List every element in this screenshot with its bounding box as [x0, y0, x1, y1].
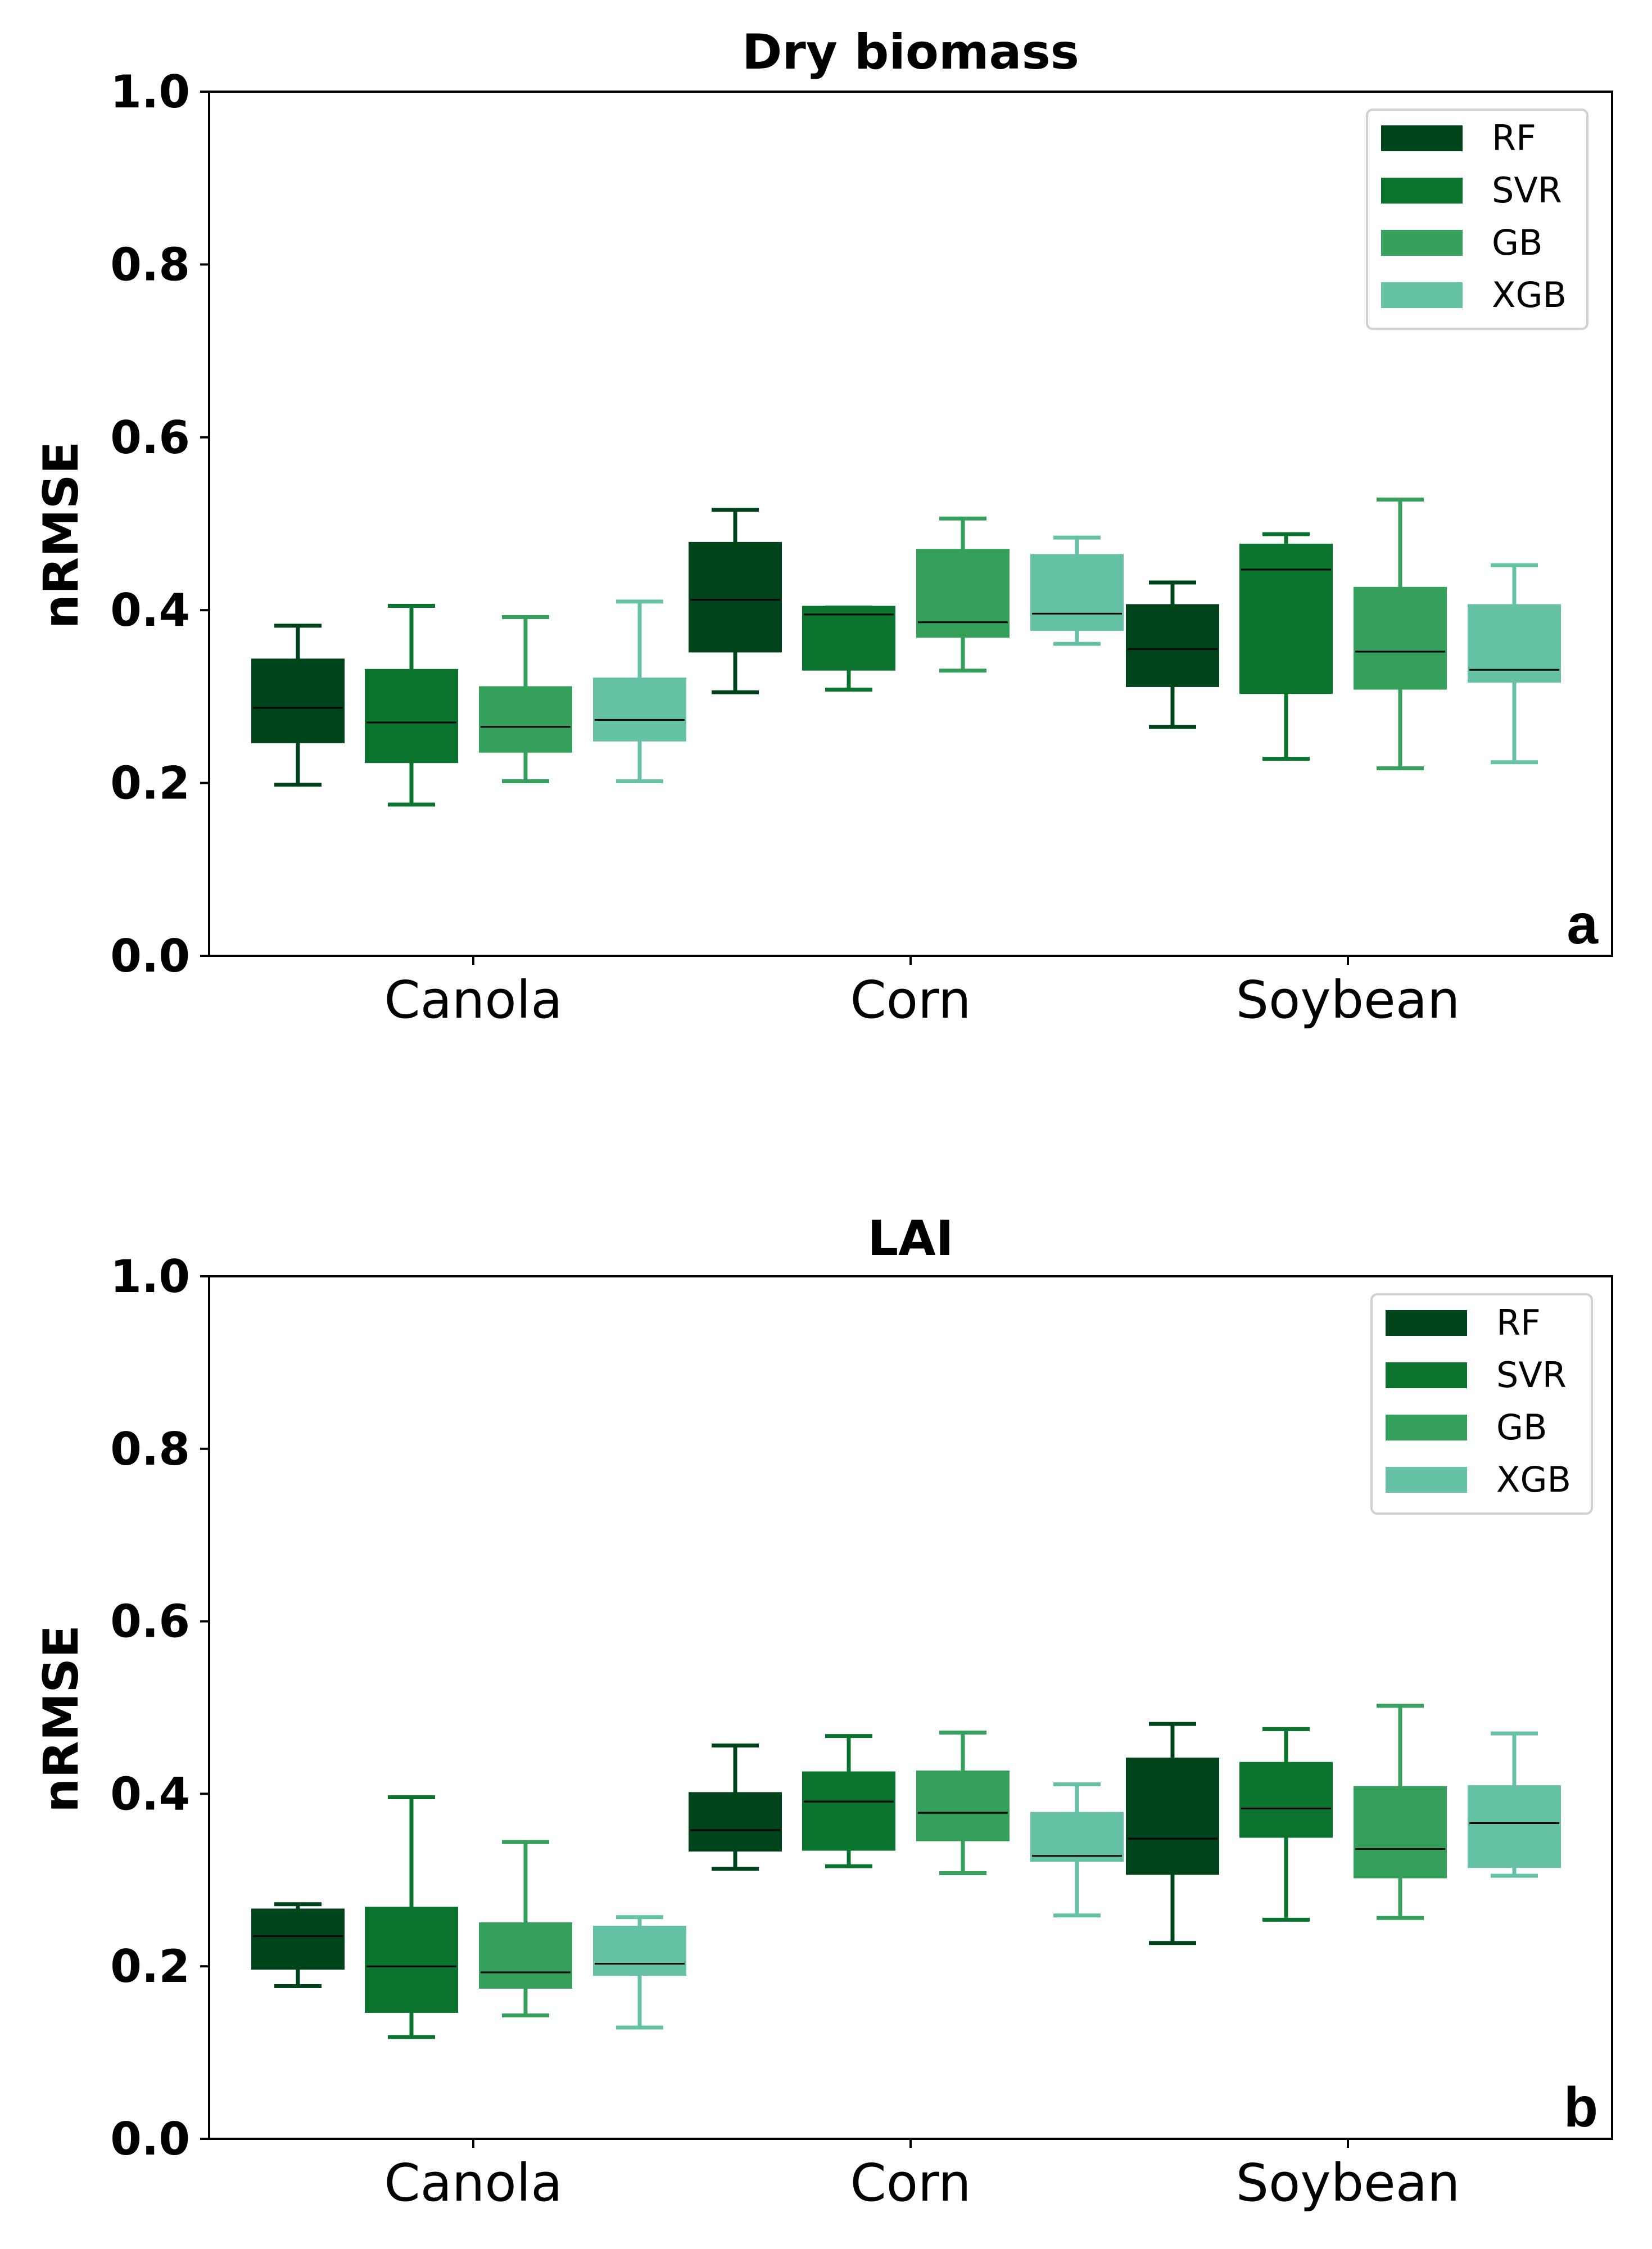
box-GB-Canola: [479, 1840, 572, 2018]
plot-frame: [208, 1275, 1613, 2140]
box-XGB-Canola: [593, 1915, 686, 2030]
box-SVR-Canola: [365, 1795, 458, 2039]
box-iqr: [1354, 1786, 1447, 1878]
box-GB-Corn: [916, 1730, 1010, 1876]
chart-title: LAI: [867, 1211, 953, 1267]
box-iqr: [365, 1907, 458, 2013]
y-tick-label: 0.0: [110, 930, 190, 982]
box-iqr: [689, 1792, 782, 1852]
y-axis-label: nRMSE: [33, 1625, 89, 1813]
legend-label-SVR: SVR: [1496, 1354, 1567, 1396]
box-iqr: [689, 541, 782, 653]
legend-label-RF: RF: [1492, 118, 1536, 159]
legend: RF SVR GB XGB: [1366, 109, 1588, 330]
box-iqr: [802, 606, 895, 671]
legend-frame: [1366, 109, 1588, 330]
x-tick-label: Soybean: [1236, 970, 1460, 1030]
box-iqr: [251, 658, 345, 743]
box-iqr: [251, 1908, 345, 1970]
box-iqr: [1239, 1762, 1333, 1838]
box-XGB-Canola: [593, 599, 686, 784]
plot-frame: [208, 91, 1613, 957]
box-RF-Corn: [689, 508, 782, 694]
box-iqr: [1468, 604, 1561, 683]
box-iqr: [1354, 586, 1447, 690]
legend-swatch-GB: [1386, 1415, 1467, 1440]
box-GB-Soybean: [1354, 1704, 1447, 1920]
box-RF-Soybean: [1126, 1722, 1219, 1945]
legend-label-GB: GB: [1492, 222, 1543, 263]
panel-b: LAI nRMSE 0.0 0.2 0.4 0.6 0.8 1.0 Canola Corn Soyb…: [33, 1211, 1613, 2213]
legend-label-XGB: XGB: [1496, 1459, 1571, 1500]
box-iqr: [1468, 1785, 1561, 1868]
x-tick-label: Corn: [850, 970, 971, 1030]
box-XGB-Soybean: [1468, 563, 1561, 765]
box-iqr: [1239, 543, 1333, 694]
x-tick-label: Soybean: [1236, 2153, 1460, 2213]
x-tick-label: Corn: [850, 2153, 971, 2213]
box-iqr: [593, 1926, 686, 1976]
box-iqr: [479, 686, 572, 753]
y-tick-label: 0.4: [110, 584, 190, 636]
box-SVR-Canola: [365, 604, 458, 807]
legend-swatch-SVR: [1381, 178, 1463, 204]
legend-swatch-RF: [1381, 125, 1463, 151]
box-GB-Canola: [479, 615, 572, 784]
legend-label-XGB: XGB: [1492, 274, 1567, 315]
box-iqr: [916, 549, 1010, 638]
box-GB-Soybean: [1354, 497, 1447, 770]
legend-swatch-RF: [1386, 1310, 1467, 1336]
box-GB-Corn: [916, 516, 1010, 673]
y-tick-label: 0.2: [110, 1940, 190, 1993]
box-iqr: [1126, 604, 1219, 687]
legend-label-SVR: SVR: [1492, 170, 1562, 211]
box-SVR-Soybean: [1239, 1727, 1333, 1922]
y-tick-label: 0.0: [110, 2113, 190, 2165]
y-tick-label: 1.0: [110, 66, 190, 118]
box-RF-Corn: [689, 1743, 782, 1871]
box-RF-Canola: [251, 1902, 345, 1988]
y-tick-label: 0.6: [110, 412, 190, 464]
box-iqr: [593, 678, 686, 742]
chart-title: Dry biomass: [742, 24, 1079, 80]
y-tick-label: 0.8: [110, 1423, 190, 1475]
x-tick-label: Canola: [384, 2153, 562, 2213]
y-tick-label: 0.8: [110, 238, 190, 291]
box-iqr: [1030, 1812, 1124, 1862]
box-SVR-Corn: [802, 606, 895, 692]
box-iqr: [365, 669, 458, 764]
box-XGB-Corn: [1030, 535, 1124, 646]
box-RF-Soybean: [1126, 580, 1219, 729]
y-axis-label: nRMSE: [33, 441, 89, 629]
box-SVR-Corn: [802, 1734, 895, 1868]
box-XGB-Soybean: [1468, 1731, 1561, 1878]
legend-swatch-GB: [1381, 230, 1463, 256]
legend-label-GB: GB: [1496, 1407, 1547, 1448]
box-iqr: [916, 1771, 1010, 1841]
box-iqr: [802, 1771, 895, 1851]
panel-a: Dry biomass nRMSE 0.0 0.2 0.4 0.6 0.8 1.0 Canola…: [33, 24, 1613, 1030]
box-iqr: [1030, 554, 1124, 631]
box-XGB-Corn: [1030, 1782, 1124, 1918]
legend-swatch-XGB: [1386, 1467, 1467, 1493]
legend-swatch-XGB: [1381, 282, 1463, 308]
legend: RF SVR GB XGB: [1370, 1293, 1593, 1515]
y-tick-label: 1.0: [110, 1250, 190, 1303]
box-RF-Canola: [251, 624, 345, 787]
box-iqr: [479, 1922, 572, 1989]
legend-frame: [1370, 1293, 1593, 1515]
y-tick-label: 0.6: [110, 1596, 190, 1648]
legend-label-RF: RF: [1496, 1302, 1541, 1343]
y-tick-label: 0.4: [110, 1768, 190, 1820]
legend-swatch-SVR: [1386, 1362, 1467, 1388]
panel-label: a: [1567, 893, 1599, 956]
x-tick-label: Canola: [384, 970, 562, 1030]
box-SVR-Soybean: [1239, 532, 1333, 761]
y-tick-label: 0.2: [110, 757, 190, 810]
box-iqr: [1126, 1758, 1219, 1875]
panel-label: b: [1564, 2076, 1598, 2139]
